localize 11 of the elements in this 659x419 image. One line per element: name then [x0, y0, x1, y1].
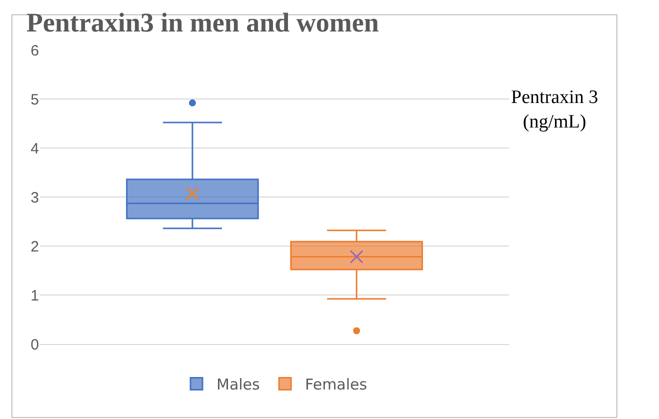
- legend-label: Females: [305, 376, 368, 394]
- y-tick-label: 0: [30, 336, 39, 354]
- y-tick-label: 2: [30, 238, 39, 256]
- y-tick-label: 4: [30, 140, 39, 158]
- y-tick-label: 5: [30, 91, 39, 108]
- text: Pentraxin 3 (ng/mL): [511, 87, 598, 133]
- y-tick-label: 3: [30, 189, 39, 206]
- legend-label: Males: [216, 376, 260, 394]
- y-tick-label: 6: [30, 42, 39, 60]
- chart-title: Pentraxin3 in men and women: [26, 7, 379, 38]
- y-tick-label: 1: [30, 287, 39, 304]
